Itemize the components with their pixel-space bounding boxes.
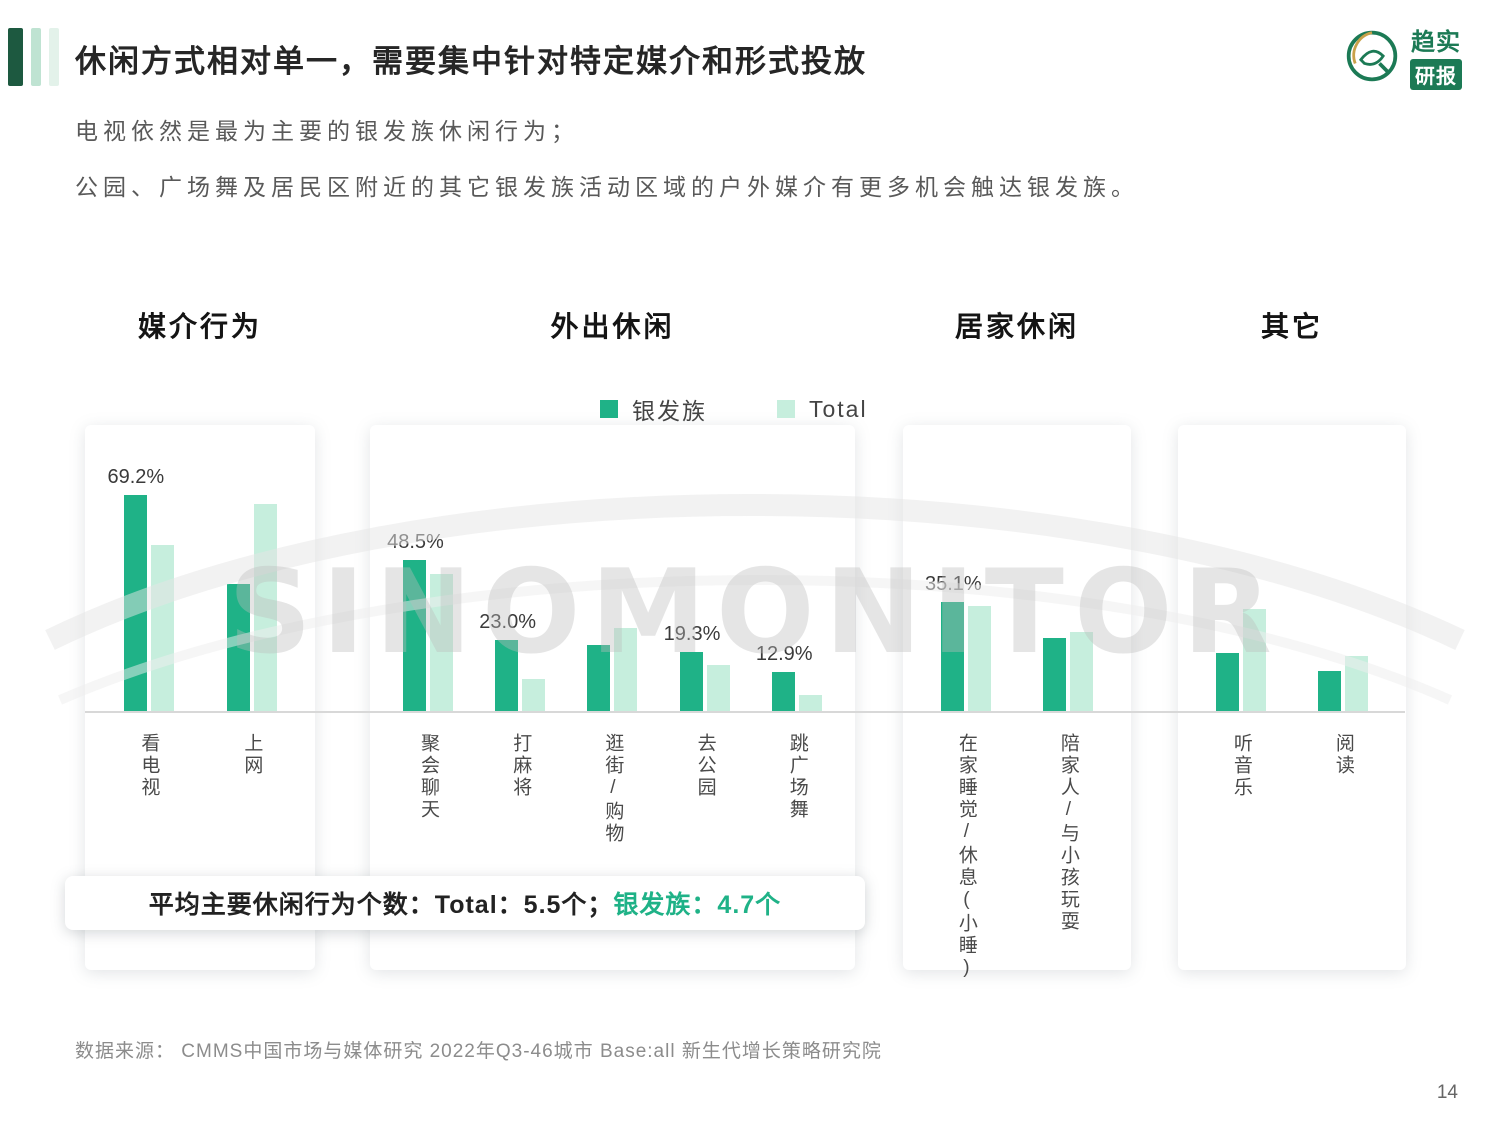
accent-bar-light — [49, 28, 59, 86]
banner-prefix: 平均主要休闲行为个数：Total：5.5个； — [148, 891, 614, 919]
axis-labels: 在家睡觉/休息(小睡) 陪家人/与小孩玩耍 — [903, 733, 1131, 981]
axis-label: 看电视 — [138, 733, 160, 799]
bar-silver: 23.0% — [479, 611, 536, 712]
bar-value-label: 12.9% — [755, 642, 813, 665]
panel-header-home: 居家休闲 — [954, 311, 1079, 342]
bar-silver — [587, 644, 611, 712]
axis-label: 听音乐 — [1230, 733, 1252, 799]
legend-swatch-total — [777, 400, 795, 418]
bar-total — [706, 665, 730, 712]
axis-label: 去公园 — [694, 733, 716, 799]
bar-silver: 69.2% — [108, 466, 164, 712]
bar-group — [1216, 608, 1266, 712]
bar-group: 12.9% — [756, 643, 822, 712]
bar-silver: 19.3% — [664, 623, 720, 712]
bar-group: 23.0% — [479, 611, 546, 712]
bar-total — [1345, 655, 1368, 712]
bar-silver — [1216, 652, 1239, 712]
legend-swatch-silver — [600, 400, 618, 418]
bar-total — [150, 544, 174, 712]
bar-group: 48.5% — [387, 531, 454, 712]
subtitle-line-1: 电视依然是最为主要的银发族休闲行为； — [75, 118, 579, 144]
bar-group: 19.3% — [664, 623, 730, 712]
panel-header-other: 其它 — [1260, 311, 1323, 342]
brand-logo-text: 趋实 研报 — [1410, 22, 1462, 90]
bar-total — [968, 605, 991, 712]
bar-groups: 35.1% — [903, 425, 1131, 712]
accent-bars — [8, 28, 59, 86]
data-source-note: 数据来源： CMMS中国市场与媒体研究 2022年Q3-46城市 Base:al… — [75, 1041, 882, 1062]
bar-group: 69.2% — [108, 466, 174, 712]
bar-total — [253, 503, 277, 712]
chart-panel-other: 听音乐 阅读 — [1178, 425, 1406, 970]
bar-total — [614, 627, 638, 712]
bar-total — [798, 694, 822, 712]
bar-silver: 35.1% — [925, 573, 982, 712]
bar-total — [522, 679, 546, 712]
bar-silver — [226, 583, 250, 712]
page-title: 休闲方式相对单一，需要集中针对特定媒介和形式投放 — [75, 44, 867, 79]
bar-group — [1043, 632, 1093, 712]
bar-silver — [1043, 638, 1066, 712]
bar-total — [1243, 608, 1266, 712]
bar-group — [1318, 655, 1368, 712]
axis-labels: 听音乐 阅读 — [1178, 733, 1406, 799]
axis-labels: 看电视 上网 — [85, 733, 315, 799]
banner-highlight: 银发族：4.7个 — [613, 891, 782, 919]
bar-total — [430, 574, 454, 712]
bar-value-label: 23.0% — [479, 611, 536, 634]
accent-bar-dark — [8, 28, 23, 86]
brand-name-bottom: 研报 — [1410, 59, 1462, 90]
panel-header-outdoor: 外出休闲 — [550, 311, 675, 342]
axis-label: 在家睡觉/休息(小睡) — [955, 733, 977, 981]
legend-item-silver: 银发族 — [600, 392, 707, 426]
bar-value-label: 19.3% — [663, 622, 721, 645]
legend-item-total: Total — [777, 396, 868, 423]
bar-group — [587, 627, 638, 712]
axis-labels: 聚会聊天 打麻将 逛街/购物 去公园 跳广场舞 — [370, 733, 855, 845]
panel-header-media: 媒介行为 — [137, 311, 262, 342]
brand-name-top: 趋实 — [1411, 29, 1461, 56]
legend-label-total: Total — [809, 395, 868, 422]
bar-silver — [1318, 671, 1341, 712]
bar-group — [226, 503, 277, 712]
chart-panel-home: 35.1% 在家睡觉/休息(小睡) 陪家人/与小孩玩耍 — [903, 425, 1131, 981]
average-count-banner: 平均主要休闲行为个数：Total：5.5个； 银发族：4.7个 — [65, 876, 865, 930]
bar-value-label: 48.5% — [387, 531, 444, 554]
page-number: 14 — [1436, 1082, 1458, 1103]
axis-label: 聚会聊天 — [418, 733, 440, 821]
brand-logo: 趋实 研报 — [1344, 22, 1462, 90]
accent-bar-medium — [31, 28, 41, 86]
bar-value-label: 35.1% — [925, 573, 982, 596]
subtitle-line-2: 公园、广场舞及居民区附近的其它银发族活动区域的户外媒介有更多机会触达银发族。 — [75, 174, 1139, 200]
bar-groups: 48.5% 23.0% 19.3% 12.9% — [370, 425, 855, 712]
axis-label: 陪家人/与小孩玩耍 — [1057, 733, 1079, 933]
bar-silver: 12.9% — [756, 643, 813, 712]
bar-group: 35.1% — [925, 573, 991, 712]
bar-groups: 69.2% — [85, 425, 315, 712]
axis-label: 上网 — [241, 733, 263, 777]
axis-label: 阅读 — [1332, 733, 1354, 777]
brand-logo-icon — [1344, 28, 1400, 84]
axis-label: 逛街/购物 — [602, 733, 624, 845]
bar-silver: 48.5% — [387, 531, 444, 712]
bar-value-label: 69.2% — [107, 466, 165, 489]
axis-label: 打麻将 — [510, 733, 532, 799]
axis-label: 跳广场舞 — [786, 733, 808, 821]
chart-legend: 银发族 Total — [600, 392, 868, 426]
bar-groups — [1178, 425, 1406, 712]
bar-total — [1070, 632, 1093, 712]
legend-label-silver: 银发族 — [632, 398, 707, 424]
x-axis-line — [85, 711, 1405, 713]
